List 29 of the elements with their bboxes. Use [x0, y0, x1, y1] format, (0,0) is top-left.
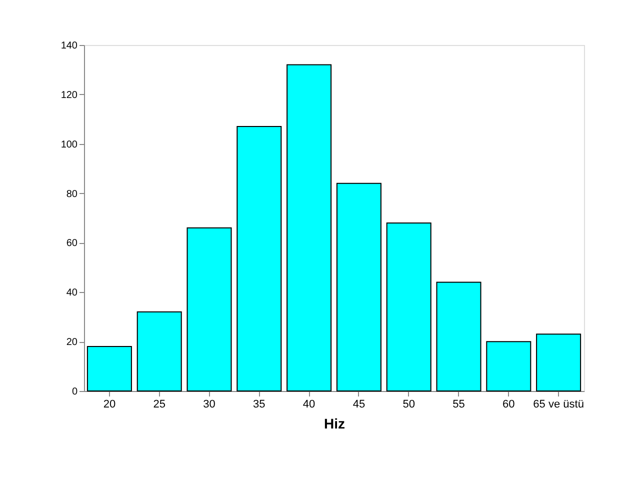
y-tick-label: 0 [72, 386, 78, 398]
y-tick-label: 80 [66, 188, 78, 200]
y-tick-label: 40 [66, 288, 78, 299]
x-tick-label: 60 [502, 398, 515, 410]
x-tick-label: 45 [352, 398, 366, 410]
bar [186, 227, 232, 392]
y-tick-label: 100 [60, 139, 78, 150]
y-tick-label: 20 [66, 337, 78, 348]
bar [286, 64, 332, 392]
x-tick-label: 50 [402, 398, 415, 410]
bar [386, 222, 432, 392]
x-tick-label: 25 [153, 398, 166, 410]
x-tick-label: 30 [203, 398, 216, 410]
bar [486, 341, 532, 392]
bar [86, 346, 132, 392]
bar [236, 126, 282, 392]
bar [336, 182, 382, 392]
x-axis-title: Hiz [324, 416, 345, 432]
bar [436, 282, 482, 392]
x-tick-label: 65 ve üstü [533, 398, 584, 410]
x-tick-label: 55 [452, 398, 465, 410]
bar [536, 334, 582, 392]
x-tick-label: 35 [253, 398, 266, 410]
y-tick-label: 60 [66, 238, 78, 250]
x-tick-label: 20 [103, 398, 116, 410]
x-tick-label: 40 [302, 398, 316, 410]
y-tick-label: 120 [60, 90, 78, 101]
bar [136, 311, 182, 392]
y-tick-label: 140 [60, 40, 78, 52]
